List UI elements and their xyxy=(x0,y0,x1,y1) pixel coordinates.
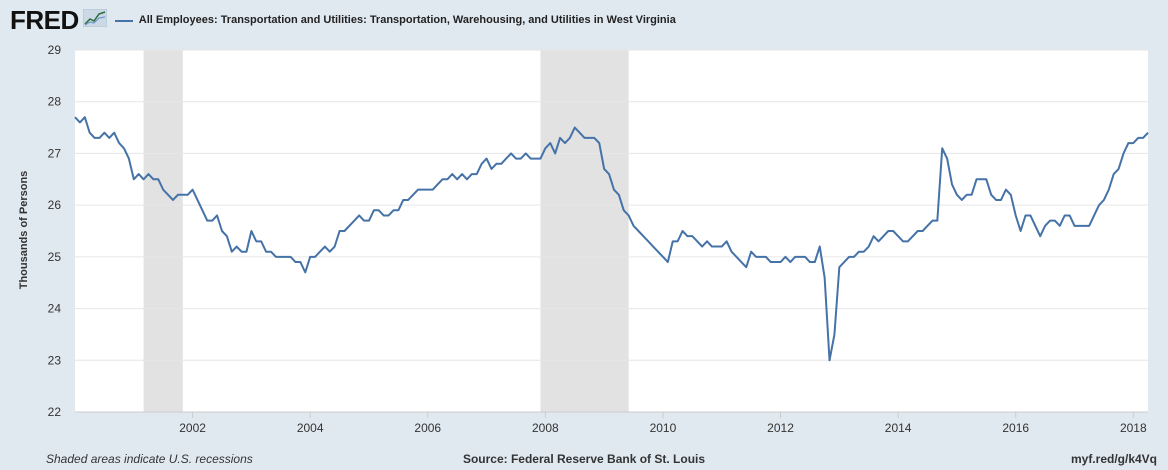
short-url-link[interactable]: myf.red/g/k4Vq xyxy=(1070,452,1157,466)
y-tick-label: 29 xyxy=(48,43,62,57)
y-tick-label: 24 xyxy=(48,302,62,316)
recession-band-1 xyxy=(143,50,183,412)
y-tick-label: 27 xyxy=(48,146,62,160)
x-tick-label: 2016 xyxy=(1002,421,1029,435)
y-axis-label: Thousands of Persons xyxy=(18,171,30,290)
recession-band-2 xyxy=(540,50,629,412)
y-tick-label: 22 xyxy=(48,405,62,419)
chart-title: All Employees: Transportation and Utilit… xyxy=(138,14,676,26)
chart-header: FRED All Employees: Transportation and U… xyxy=(10,6,676,34)
x-tick-label: 2004 xyxy=(297,421,324,435)
y-tick-label: 23 xyxy=(48,353,62,367)
fred-logo[interactable]: FRED xyxy=(10,5,79,35)
x-tick-label: 2010 xyxy=(650,421,677,435)
y-tick-label: 28 xyxy=(48,95,62,109)
x-tick-label: 2008 xyxy=(532,421,559,435)
recession-note: Shaded areas indicate U.S. recessions xyxy=(46,452,253,466)
series-line-1 xyxy=(74,116,1149,362)
y-tick-label: 26 xyxy=(48,198,62,212)
legend-series-line xyxy=(114,19,133,22)
source-note: Source: Federal Reserve Bank of St. Loui… xyxy=(462,452,706,466)
x-tick-label: 2018 xyxy=(1120,421,1147,435)
x-tick-label: 2014 xyxy=(885,421,912,435)
x-tick-label: 2002 xyxy=(179,421,206,435)
x-tick-label: 2012 xyxy=(767,421,794,435)
x-tick-label: 2006 xyxy=(414,421,441,435)
y-tick-label: 25 xyxy=(48,250,62,264)
